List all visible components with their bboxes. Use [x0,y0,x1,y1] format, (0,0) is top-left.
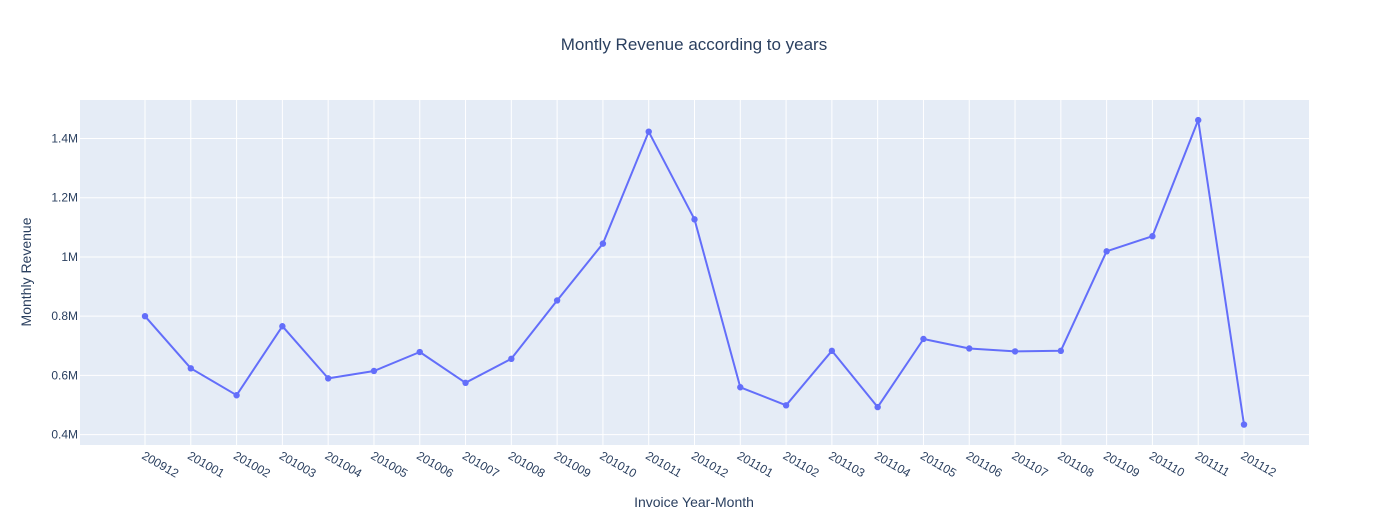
data-point[interactable] [508,355,515,363]
y-tick-label: 0.6M [51,368,78,382]
chart-title: Montly Revenue according to years [561,35,827,54]
data-point[interactable] [416,348,423,356]
data-point[interactable] [1057,347,1065,355]
data-point[interactable] [645,128,652,135]
data-point[interactable] [874,403,881,411]
data-point[interactable] [233,392,240,399]
data-point[interactable] [324,375,332,382]
y-tick-label: 1.4M [51,131,78,145]
data-point[interactable] [1240,421,1248,428]
data-point[interactable] [1195,116,1202,124]
data-point[interactable] [553,297,561,304]
x-axis-title: Invoice Year-Month [634,494,754,510]
y-tick-label: 1.2M [51,191,78,205]
y-tick-label: 0.8M [51,309,78,323]
data-point[interactable] [462,379,469,387]
data-point[interactable] [920,335,927,343]
grid-lines [80,100,1309,445]
y-tick-label: 1M [61,250,78,264]
data-point[interactable] [966,345,973,352]
data-point[interactable] [691,216,698,223]
data-point[interactable] [1011,348,1019,355]
data-point[interactable] [828,347,836,355]
y-tick-labels: 0.4M 0.6M 0.8M 1M 1.2M 1.4M [51,131,78,441]
data-point[interactable] [187,365,194,372]
data-point[interactable] [141,312,149,320]
data-point[interactable] [370,367,378,375]
data-point[interactable] [782,402,790,409]
data-point[interactable] [1103,248,1110,255]
data-point[interactable] [599,240,607,247]
y-axis-title: Monthly Revenue [18,217,34,326]
data-point[interactable] [279,323,286,330]
series-group [141,116,1248,428]
data-point[interactable] [1149,233,1156,240]
y-tick-label: 0.4M [51,428,78,442]
data-point[interactable] [737,384,744,391]
